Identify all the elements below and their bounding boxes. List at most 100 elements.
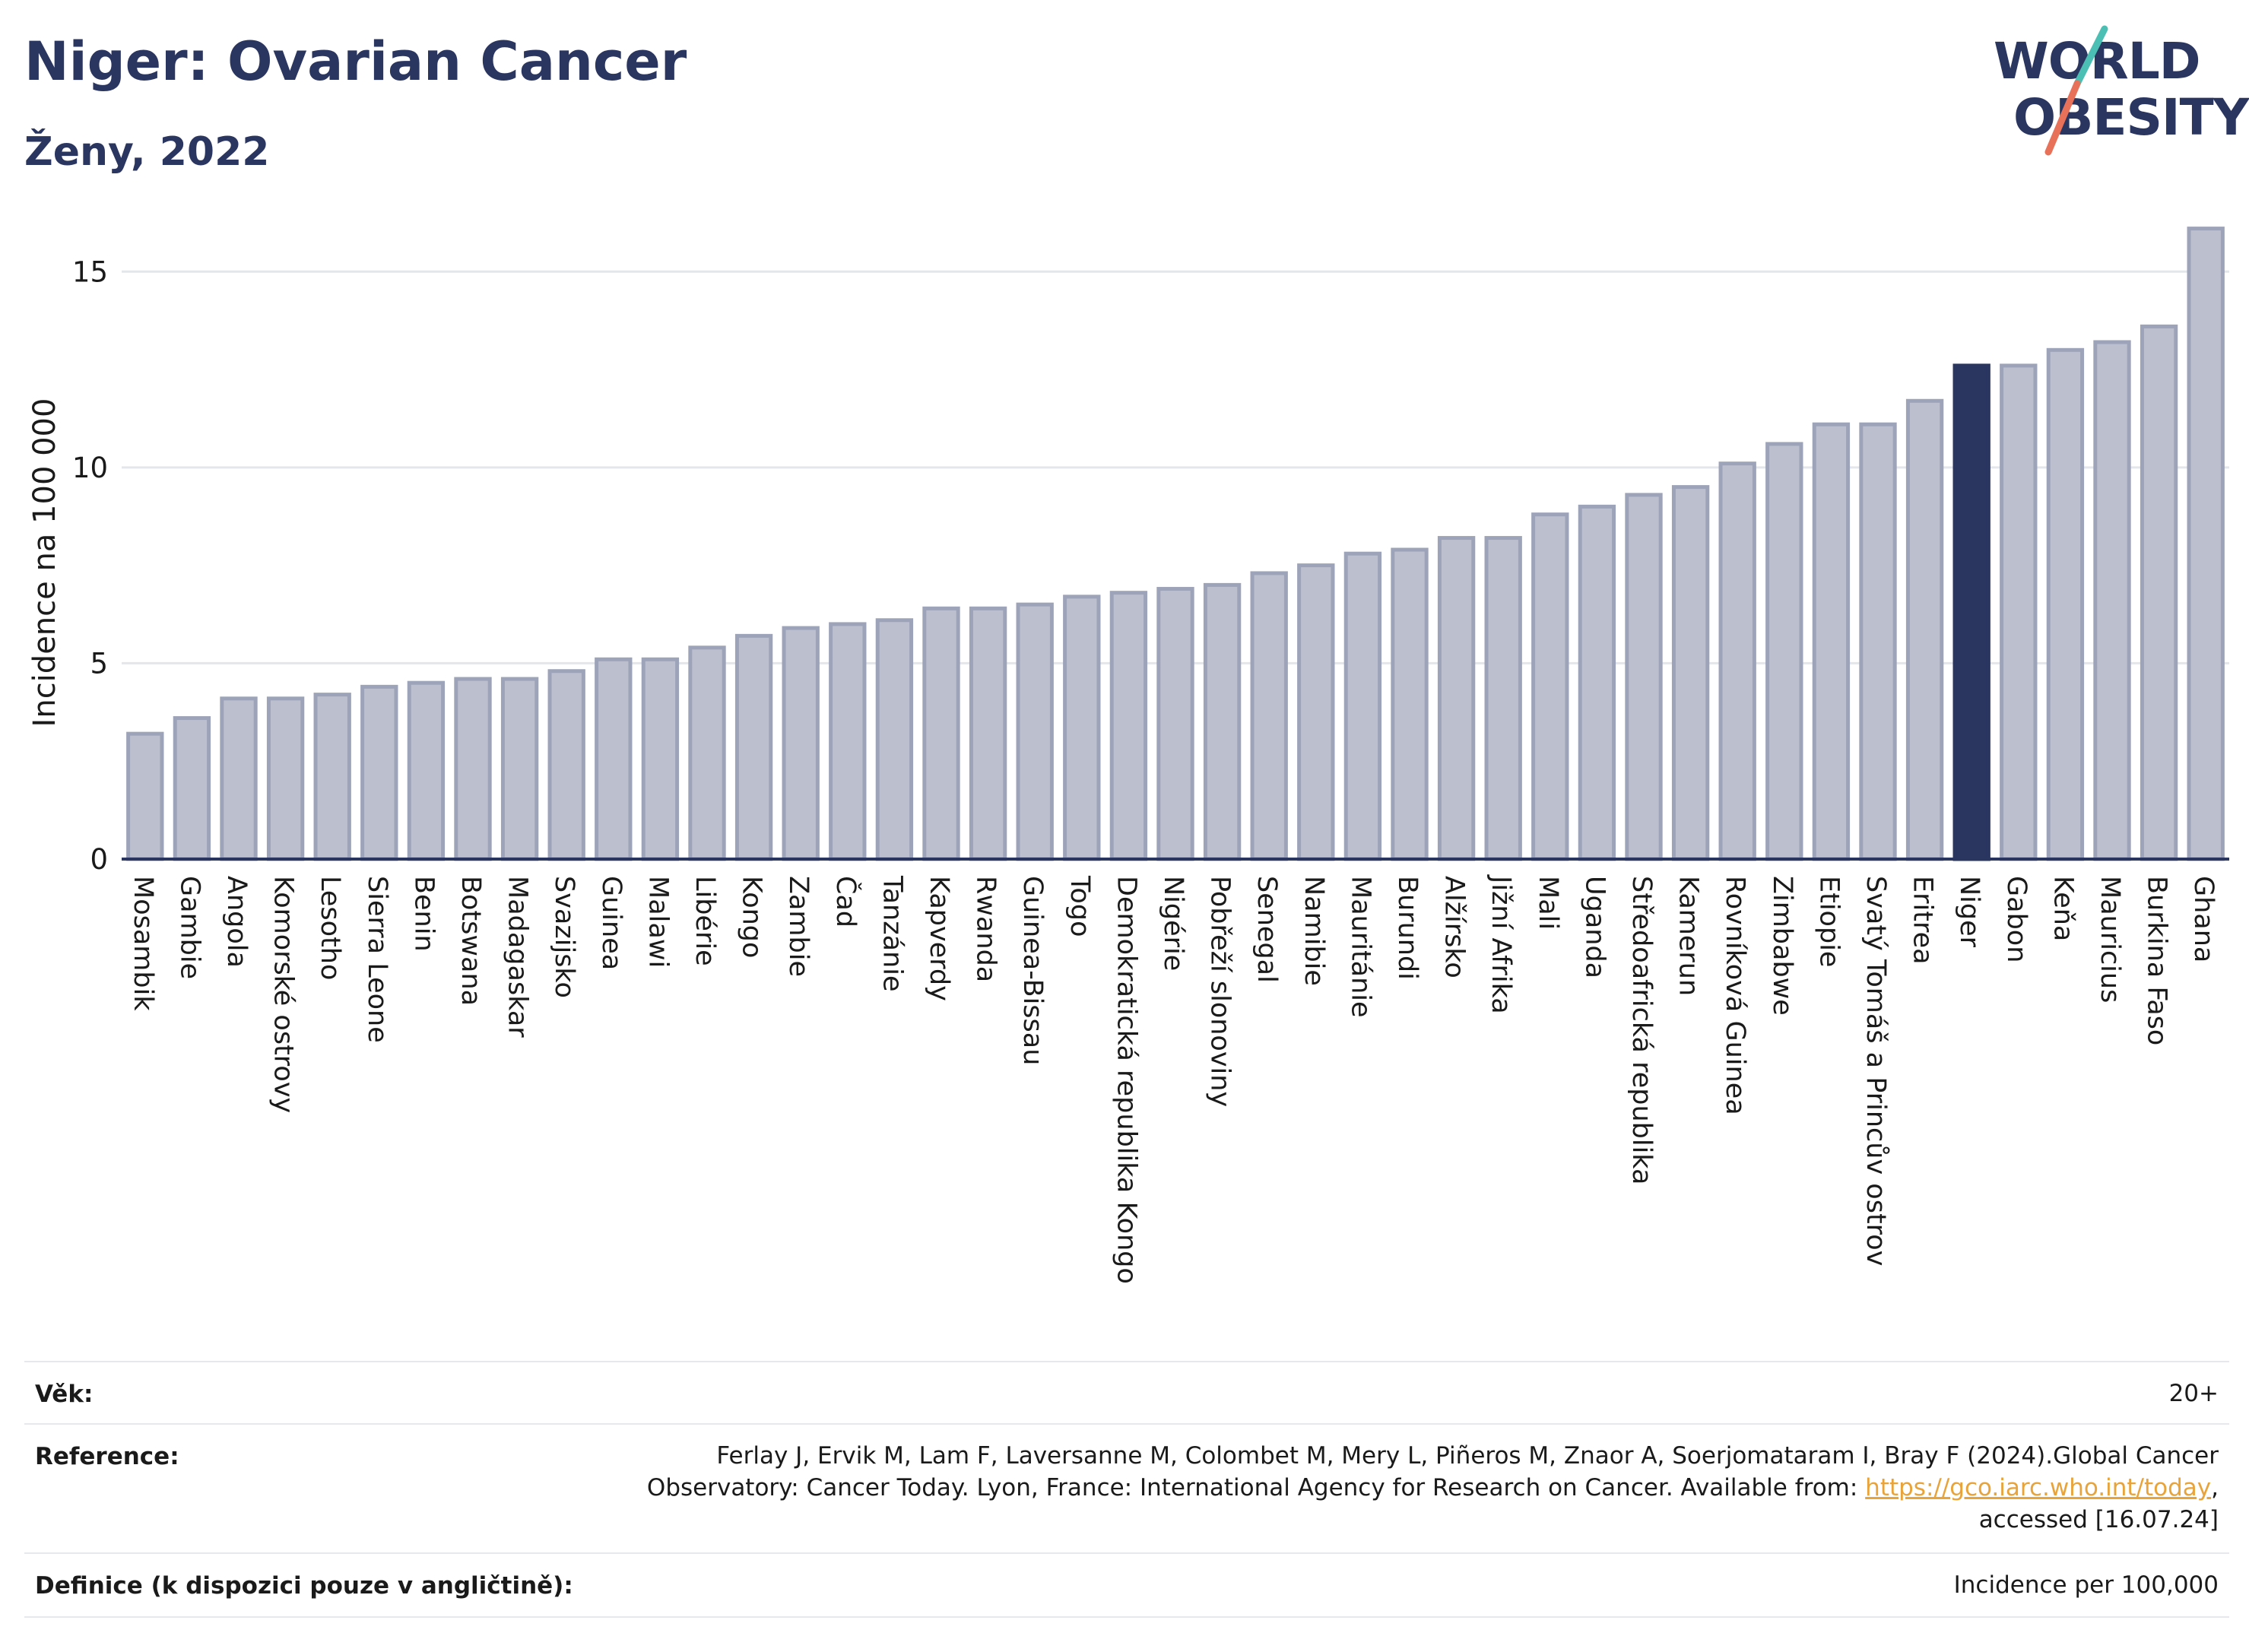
bar-ji-n-afrika xyxy=(1484,536,1522,861)
world-obesity-logo: WORLD OBESITY xyxy=(1984,23,2249,160)
y-tick-label: 5 xyxy=(90,647,108,680)
age-value: 20+ xyxy=(2168,1380,2219,1407)
x-tick-label: Angola xyxy=(221,876,252,968)
bar-etiopie xyxy=(1812,422,1851,861)
reference-text: Ferlay J, Ervik M, Lam F, Laversanne M, … xyxy=(647,1440,2219,1536)
x-tick-label: Nigérie xyxy=(1158,876,1188,971)
bar-tanz-nie xyxy=(875,618,914,861)
y-tick-label: 15 xyxy=(72,255,108,288)
x-tick-label: Rwanda xyxy=(971,876,1001,982)
x-tick-label: Malawi xyxy=(642,876,673,968)
x-tick-label: Ghana xyxy=(2188,876,2219,962)
bar-angola xyxy=(220,696,258,861)
x-tick-label: Čad xyxy=(830,876,862,927)
x-tick-label: Demokratická republika Kongo xyxy=(1111,876,1141,1284)
bar-ghana xyxy=(2187,227,2225,861)
bar-senegal xyxy=(1250,571,1288,861)
bar-malawi xyxy=(641,657,680,861)
reference-line-2-suffix: , xyxy=(2211,1474,2219,1501)
x-tick-label: Zimbabwe xyxy=(1767,876,1797,1016)
x-tick-label: Uganda xyxy=(1579,876,1610,978)
bar-eritrea xyxy=(1905,398,1944,861)
bar-niger xyxy=(1952,363,1990,861)
x-tick-label: Mauritánie xyxy=(1345,876,1375,1018)
x-tick-label: Sierra Leone xyxy=(362,876,392,1043)
x-tick-label: Namibie xyxy=(1299,876,1329,986)
bar-kapverdy xyxy=(922,606,960,861)
bar-botswana xyxy=(454,677,492,861)
x-tick-label: Guinea xyxy=(596,876,626,970)
x-tick-label: Libérie xyxy=(690,876,720,966)
x-tick-label: Burundi xyxy=(1392,876,1423,980)
definition-label: Definice (k dispozici pouze v angličtině… xyxy=(35,1572,573,1600)
definition-value: Incidence per 100,000 xyxy=(1953,1571,2219,1599)
bar-rovn-kov-guinea xyxy=(1718,461,1756,861)
tick-labels: 0 5 10 15 Incidence na 100 000 Mosambik Gambie… xyxy=(27,255,2219,1284)
bar-demokratick-republika-kongo xyxy=(1109,591,1148,861)
bar-nig-rie xyxy=(1156,587,1194,861)
reference-line-1: Ferlay J, Ervik M, Lam F, Laversanne M, … xyxy=(716,1442,2219,1470)
x-tick-label: Alžírsko xyxy=(1439,876,1470,978)
x-tick-label: Benin xyxy=(408,876,439,952)
x-tick-label: Etiopie xyxy=(1813,876,1844,967)
x-tick-label: Togo xyxy=(1064,875,1095,937)
x-tick-label: Pobřeží slonoviny xyxy=(1205,876,1236,1107)
y-tick-label: 0 xyxy=(90,843,108,876)
x-tick-label: Burkina Faso xyxy=(2142,876,2172,1045)
x-tick-label: Kongo xyxy=(737,876,767,958)
bar-kamerun xyxy=(1671,485,1710,861)
bar-svazijsko xyxy=(547,669,585,861)
bar--ad xyxy=(829,622,867,861)
bar-ke-a xyxy=(2046,347,2085,861)
bar-guinea-bissau xyxy=(1016,602,1054,861)
bar-togo xyxy=(1063,595,1101,861)
x-tick-label: Guinea-Bissau xyxy=(1017,876,1048,1065)
chart-title: Niger: Ovarian Cancer xyxy=(24,30,687,93)
bar-mali xyxy=(1531,512,1569,861)
bar-gambie xyxy=(173,716,211,861)
bar-svat-tom-a-princ-v-ostrov xyxy=(1859,422,1897,861)
x-tick-label: Mali xyxy=(1533,876,1563,930)
footer-row-reference: Reference: Ferlay J, Ervik M, Lam F, Lav… xyxy=(24,1423,2229,1554)
reference-line-3: accessed [16.07.24] xyxy=(1978,1506,2219,1533)
age-label: Věk: xyxy=(35,1381,94,1408)
bar-uganda xyxy=(1578,504,1616,861)
reference-line-2: Observatory: Cancer Today. Lyon, France:… xyxy=(647,1472,2219,1504)
bar-zimbabwe xyxy=(1765,442,1803,861)
bar-kongo xyxy=(734,633,773,861)
bar-lib-rie xyxy=(688,645,726,861)
logo-slash-icon xyxy=(2044,25,2108,156)
bar-chart: 0 5 10 15 Incidence na 100 000 Mosambik Gambie… xyxy=(27,227,2229,1284)
footer-row-age: Věk: 20+ xyxy=(24,1361,2229,1425)
reference-link[interactable]: https://gco.iarc.who.int/today xyxy=(1865,1474,2212,1501)
x-tick-label: Gabon xyxy=(2001,876,2032,962)
chart-subtitle: Ženy, 2022 xyxy=(24,129,270,175)
bar-komorsk-ostrovy xyxy=(266,696,305,861)
x-tick-label: Rovníková Guinea xyxy=(1720,876,1750,1115)
bars xyxy=(126,227,2225,861)
bar-mauricius xyxy=(2093,340,2131,861)
bar-namibie xyxy=(1297,563,1335,861)
x-tick-label: Senegal xyxy=(1251,876,1282,983)
x-tick-label: Svatý Tomáš a Princův ostrov xyxy=(1860,876,1891,1266)
x-tick-label: Zambie xyxy=(783,876,814,977)
x-tick-label: Kamerun xyxy=(1673,876,1704,996)
bar-zambie xyxy=(782,626,820,861)
bar-gabon xyxy=(2000,363,2038,861)
bar-guinea xyxy=(595,657,633,861)
bar-al-rsko xyxy=(1437,536,1476,861)
x-tick-label: Jižní Afrika xyxy=(1486,874,1516,1014)
bar-benin xyxy=(407,680,446,861)
x-tick-label: Mauricius xyxy=(2095,876,2125,1003)
x-tick-label: Mosambik xyxy=(128,876,158,1011)
x-tick-label: Středoafrická republika xyxy=(1626,876,1657,1184)
x-tick-label: Madagaskar xyxy=(503,876,533,1038)
bar-rwanda xyxy=(969,606,1007,861)
x-tick-label: Komorské ostrovy xyxy=(268,876,299,1113)
bar-maurit-nie xyxy=(1343,551,1382,861)
x-tick-label: Svazijsko xyxy=(549,876,579,998)
y-axis-title: Incidence na 100 000 xyxy=(27,398,62,728)
bar-pob-e-slonoviny xyxy=(1203,582,1242,861)
bar-mosambik xyxy=(126,731,164,861)
reference-label: Reference: xyxy=(35,1443,179,1470)
